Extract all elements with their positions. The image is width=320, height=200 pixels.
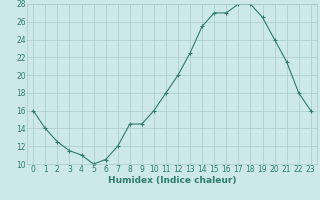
X-axis label: Humidex (Indice chaleur): Humidex (Indice chaleur) <box>108 176 236 185</box>
